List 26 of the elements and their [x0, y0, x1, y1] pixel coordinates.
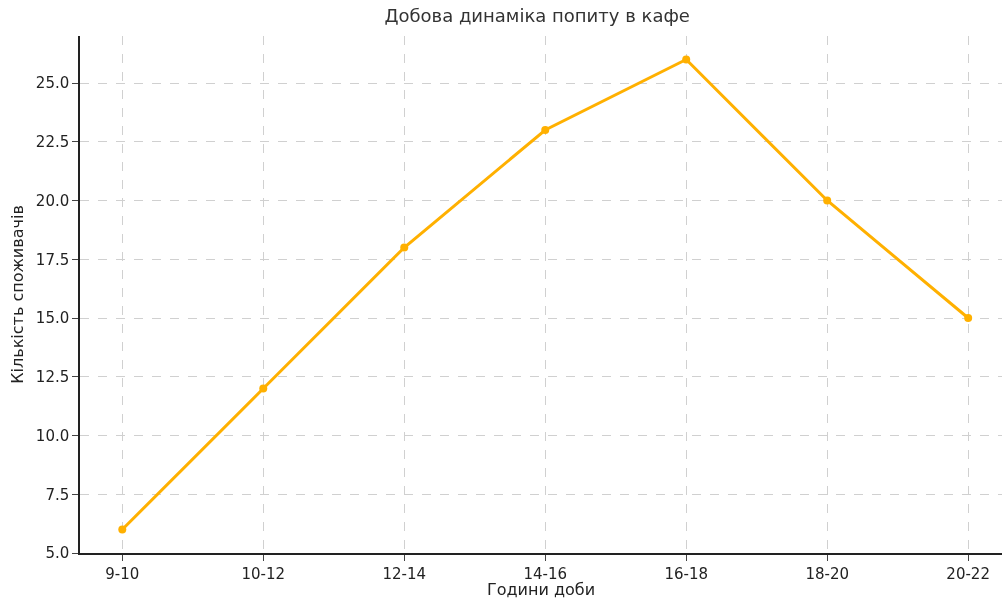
y-tick-label: 5.0 [45, 544, 70, 563]
point [259, 384, 268, 393]
y-tick-label: 15.0 [35, 309, 70, 328]
x-tick-label: 16-18 [664, 564, 709, 583]
point [400, 243, 409, 252]
point [541, 126, 550, 134]
x-tick-label: 18-20 [805, 564, 849, 583]
y-tick-label: 12.5 [35, 368, 70, 386]
point [682, 55, 691, 64]
x-tick-label: 10-12 [241, 564, 286, 583]
y-tick-label: 17.5 [35, 250, 70, 269]
x-tick-label: 9-10 [105, 564, 140, 583]
x-tick-label: 12-14 [382, 564, 427, 583]
y-tick-label: 10.0 [35, 426, 70, 445]
chart-title: Добова динаміка попиту в кафе [384, 4, 690, 26]
point [118, 525, 127, 534]
x-axis-title: Години доби [486, 580, 596, 599]
y-axis-title: Кількість споживачів [8, 205, 28, 384]
point [823, 196, 832, 205]
point [964, 314, 973, 322]
y-tick-label: 20.0 [35, 191, 70, 210]
x-tick-label: 20-22 [946, 564, 990, 583]
y-tick-label: 7.5 [45, 485, 70, 504]
y-tick-label: 22.5 [35, 133, 70, 151]
x-tick-label: 14-16 [523, 564, 568, 583]
y-tick-label: 25.0 [35, 74, 70, 93]
